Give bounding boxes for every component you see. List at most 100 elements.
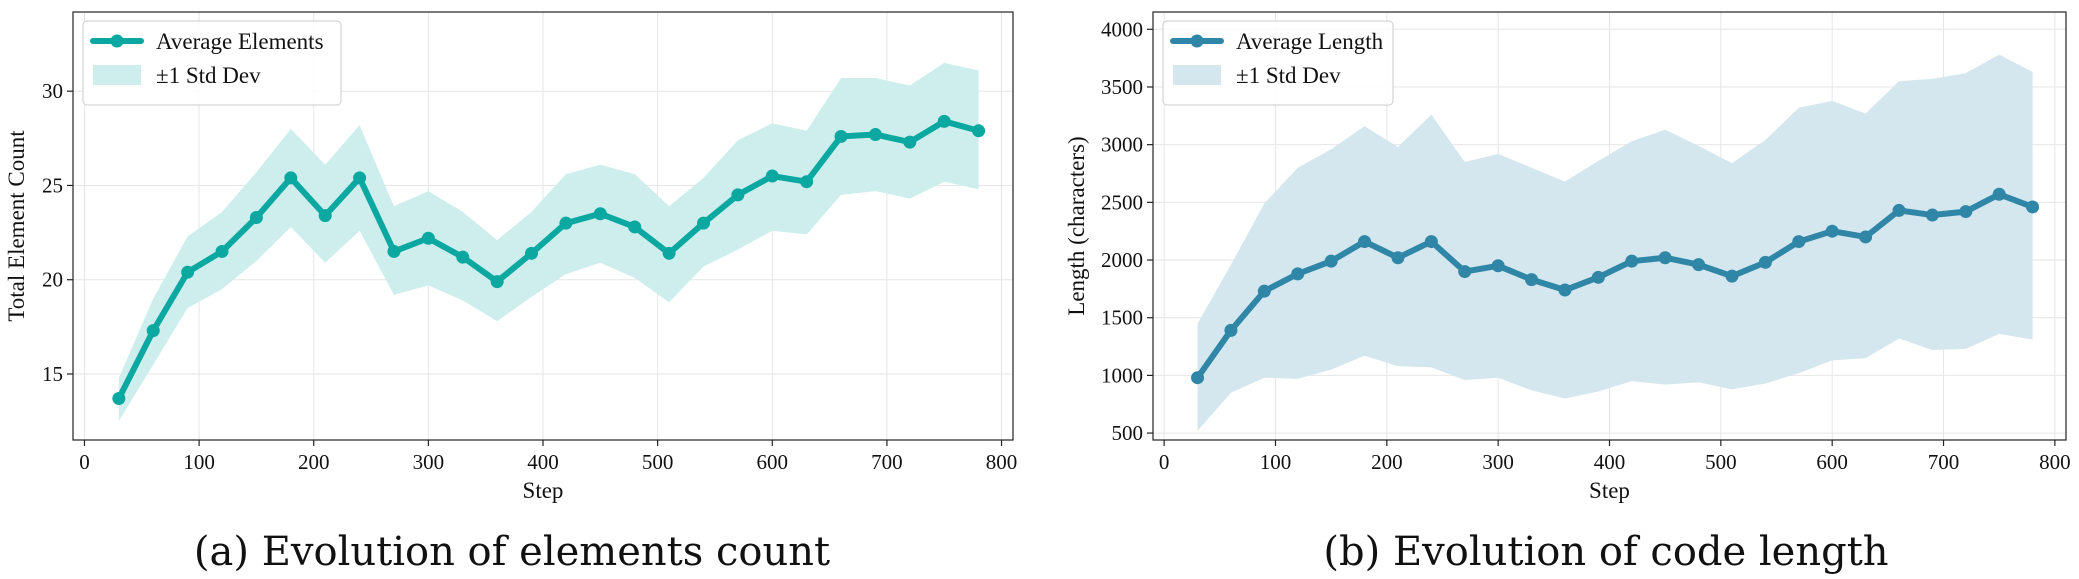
data-point	[1825, 224, 1839, 238]
data-point	[765, 169, 779, 183]
data-point	[1257, 284, 1271, 298]
data-point	[1925, 208, 1939, 222]
data-point	[1758, 255, 1772, 269]
x-tick-label: 300	[413, 450, 445, 474]
data-point	[696, 216, 710, 230]
x-tick-label: 500	[1705, 450, 1737, 474]
x-tick-label: 100	[183, 450, 215, 474]
data-point	[972, 124, 986, 138]
x-tick-label: 200	[1371, 450, 1403, 474]
data-point	[1625, 254, 1639, 268]
data-point	[559, 216, 573, 230]
x-axis-label: Step	[1589, 478, 1630, 503]
data-point	[421, 231, 435, 245]
data-point	[215, 244, 229, 258]
legend-box	[82, 20, 342, 106]
figure-caption: (a) Evolution of elements count	[194, 529, 830, 575]
y-tick-label: 30	[42, 79, 63, 103]
data-point	[456, 250, 470, 264]
data-point	[181, 265, 195, 279]
data-point	[731, 188, 745, 202]
y-tick-label: 4000	[1101, 17, 1143, 41]
data-point	[1491, 259, 1505, 273]
data-point	[1692, 258, 1706, 272]
data-point	[2026, 200, 2040, 214]
x-tick-label: 200	[298, 450, 330, 474]
x-axis-label: Step	[523, 478, 564, 503]
data-point	[1458, 265, 1472, 279]
std-dev-band	[1197, 54, 2033, 431]
data-point	[1424, 235, 1438, 249]
x-tick-label: 700	[871, 450, 903, 474]
data-point	[868, 128, 882, 142]
data-point	[284, 171, 298, 185]
chart-panel-b: 0 100 200 300 400 500 600 700 800 500 1000 1500 2000…	[1064, 11, 2071, 575]
y-axis-label: Total Element Count	[4, 130, 29, 322]
legend-label: ±1 Std Dev	[156, 63, 261, 88]
legend-label: ±1 Std Dev	[1236, 63, 1341, 88]
data-point	[593, 207, 607, 221]
data-point	[525, 246, 539, 260]
data-point	[1525, 273, 1539, 287]
legend-marker-swatch	[1190, 34, 1204, 48]
x-tick-label: 500	[642, 450, 674, 474]
data-point	[1558, 283, 1572, 297]
y-tick-label: 15	[42, 362, 63, 386]
y-tick-label: 3000	[1101, 133, 1143, 157]
y-tick-label: 20	[42, 268, 63, 292]
x-tick-label: 800	[2039, 450, 2071, 474]
series-line	[115, 118, 982, 402]
y-tick-label: 2000	[1101, 248, 1143, 272]
y-tick-label: 3500	[1101, 75, 1143, 99]
y-tick-label: 1000	[1101, 363, 1143, 387]
data-point	[112, 392, 126, 406]
y-tick-label: 25	[42, 173, 63, 197]
y-tick-label: 500	[1112, 421, 1144, 445]
legend-label: Average Elements	[156, 29, 324, 54]
data-point	[1725, 269, 1739, 283]
data-point	[937, 114, 951, 128]
figure-caption: (b) Evolution of code length	[1323, 529, 1888, 575]
y-tick-label: 2500	[1101, 190, 1143, 214]
data-point	[662, 246, 676, 260]
data-point	[1859, 230, 1873, 244]
data-point	[1992, 187, 2006, 201]
data-point	[800, 175, 814, 189]
x-tick-label: 800	[986, 450, 1018, 474]
y-tick-label: 1500	[1101, 306, 1143, 330]
data-point	[387, 244, 401, 258]
x-tick-label: 0	[1159, 450, 1170, 474]
x-tick-label: 300	[1482, 450, 1514, 474]
legend: Average Elements ±1 Std Dev	[82, 20, 342, 106]
x-tick-label: 700	[1928, 450, 1960, 474]
data-point	[146, 324, 160, 338]
legend-marker-swatch	[110, 34, 124, 48]
x-tick-label: 400	[1594, 450, 1626, 474]
data-point	[490, 275, 504, 289]
x-tick-label: 0	[79, 450, 90, 474]
data-point	[1892, 203, 1906, 217]
data-point	[1358, 235, 1372, 249]
data-point	[1792, 235, 1806, 249]
data-point	[1658, 251, 1672, 265]
data-point	[1191, 371, 1205, 385]
x-tick-label: 600	[757, 450, 789, 474]
data-point	[1391, 251, 1405, 265]
data-point	[318, 209, 332, 223]
x-tick-label: 600	[1816, 450, 1848, 474]
legend-band-swatch	[1173, 65, 1221, 85]
data-point	[1591, 270, 1605, 284]
data-point	[1324, 254, 1338, 268]
x-tick-label: 400	[527, 450, 559, 474]
data-point	[903, 135, 917, 149]
data-point	[1959, 205, 1973, 219]
legend-band-swatch	[93, 65, 141, 85]
data-point	[628, 220, 642, 234]
legend: Average Length ±1 Std Dev	[1162, 20, 1394, 106]
data-point	[1224, 323, 1238, 337]
data-point	[834, 129, 848, 143]
legend-label: Average Length	[1236, 29, 1384, 54]
x-tick-label: 100	[1260, 450, 1292, 474]
data-point	[249, 211, 263, 225]
